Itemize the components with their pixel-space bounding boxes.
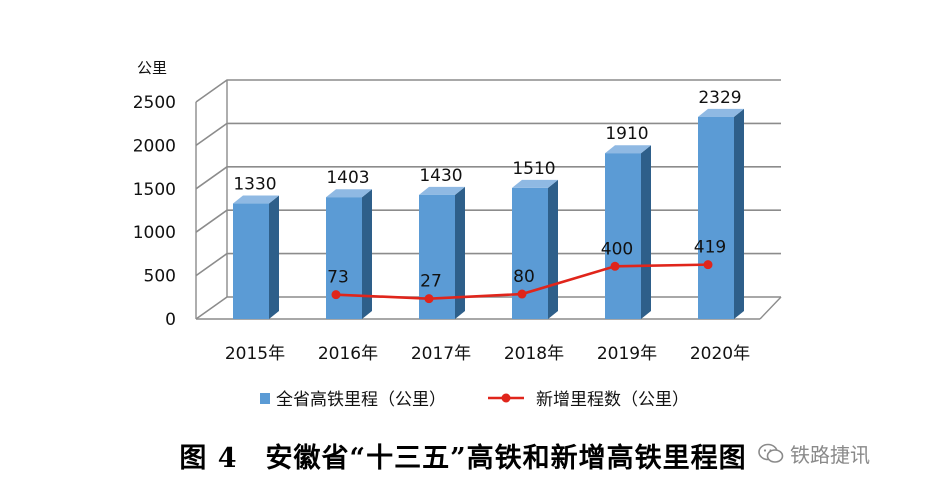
line-value-label: 27 <box>420 272 442 292</box>
bar-top <box>326 189 372 198</box>
y-tick-label: 2500 <box>133 93 176 113</box>
bar-side <box>734 108 744 319</box>
x-tick-label: 2017年 <box>411 344 471 364</box>
line-point <box>517 289 527 299</box>
bar-value-label: 1403 <box>326 168 369 188</box>
grid-layer <box>195 79 782 320</box>
gridline <box>195 79 781 103</box>
x-tick-label: 2020年 <box>690 344 750 364</box>
bar-value-label: 1510 <box>512 159 555 179</box>
bar-value-label: 1330 <box>233 175 276 195</box>
x-tick-label: 2019年 <box>597 344 657 364</box>
legend-line-marker <box>501 393 511 403</box>
bar-face <box>233 203 269 319</box>
x-tick-label: 2016年 <box>318 344 378 364</box>
x-tick-label: 2018年 <box>504 344 564 364</box>
line-series: 73 27 80 400 419 <box>327 238 726 304</box>
bar-side <box>641 145 651 319</box>
line-value-label: 73 <box>327 268 349 288</box>
gridline <box>195 166 781 190</box>
line-point <box>331 290 341 300</box>
watermark-text: 铁路捷讯 <box>790 443 870 467</box>
legend-bar-swatch <box>260 393 270 404</box>
bar-top <box>512 179 558 188</box>
bar-side <box>548 179 558 319</box>
line-value-label: 80 <box>513 267 535 287</box>
bar-top <box>605 145 651 154</box>
y-tick-label: 1000 <box>133 223 176 243</box>
wechat-icon <box>758 443 784 463</box>
figure-caption: 图 4 安徽省“十三五”高铁和新增高铁里程图 <box>179 443 747 474</box>
bar <box>512 179 558 319</box>
bar-value-label: 1430 <box>419 166 462 186</box>
y-tick-label: 0 <box>165 310 176 330</box>
y-tick-label: 500 <box>144 267 176 287</box>
line-point <box>424 294 434 304</box>
bar <box>326 189 372 319</box>
bar <box>698 108 744 319</box>
y-axis-ticks: 0 500 1000 1500 2000 2500 <box>133 93 176 330</box>
x-axis-ticks: 2015年 2016年 2017年 2018年 2019年 2020年 <box>225 344 750 364</box>
bar-face <box>698 116 734 319</box>
bar-top <box>233 195 279 204</box>
line-point <box>703 260 713 270</box>
y-tick-label: 1500 <box>133 180 176 200</box>
legend-bar-label: 全省高铁里程（公里） <box>276 390 446 410</box>
bar-face <box>512 187 548 319</box>
watermark: 铁路捷讯 <box>758 439 870 468</box>
bar <box>233 195 279 319</box>
bar-face <box>419 194 455 319</box>
y-axis-unit-label: 公里 <box>137 59 167 77</box>
line-value-label: 400 <box>601 239 633 259</box>
line-value-label: 419 <box>694 238 726 258</box>
legend-line-label: 新增里程数（公里） <box>536 390 689 410</box>
bar-value-label: 1910 <box>605 124 648 144</box>
bar-face <box>605 153 641 319</box>
bar <box>605 145 651 319</box>
line-point <box>610 261 620 271</box>
gridline <box>195 122 781 147</box>
bar-top <box>419 186 465 195</box>
legend: 全省高铁里程（公里） 新增里程数（公里） <box>260 390 689 410</box>
bar-series: 1330 1403 1430 1510 1910 2329 <box>233 88 744 319</box>
x-tick-label: 2015年 <box>225 344 285 364</box>
bar-value-label: 2329 <box>698 88 741 108</box>
bar-side <box>455 186 465 319</box>
gridline <box>195 296 781 320</box>
axis-line <box>759 296 782 320</box>
gridline <box>195 209 781 233</box>
bar-side <box>362 189 372 319</box>
y-tick-label: 2000 <box>133 136 176 156</box>
bar-face <box>326 197 362 319</box>
bar-top <box>698 108 744 117</box>
bar-side <box>269 195 279 319</box>
